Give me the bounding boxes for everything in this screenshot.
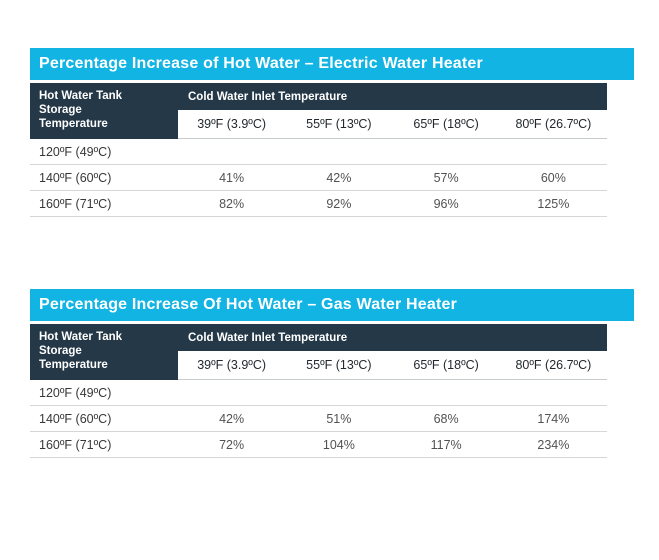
gas-water-heater-table: Percentage Increase Of Hot Water – Gas W… (30, 289, 634, 458)
column-header: 39ºF (3.9ºC) (197, 117, 267, 131)
table-cell: 42% (219, 411, 245, 426)
table-cell: 96% (433, 196, 459, 211)
table-cell: 174% (537, 411, 570, 426)
table-cell: 68% (433, 411, 459, 426)
table-cell: 125% (537, 196, 570, 211)
column-header: 80ºF (26.7ºC) (515, 117, 592, 131)
table-cell: 234% (537, 437, 570, 452)
group-header-cell: Cold Water Inlet Temperature (178, 83, 607, 110)
header-right-group: Cold Water Inlet Temperature 39ºF (3.9ºC… (178, 83, 607, 139)
row-label: 140ºF (60ºC) (39, 170, 112, 185)
row-label: 120ºF (49ºC) (39, 385, 112, 400)
table-cell: 117% (430, 437, 462, 452)
table-row: 140ºF (60ºC) 41% 42% 57% 60% (30, 165, 607, 191)
gas-table-header: Hot Water Tank Storage Temperature Cold … (30, 324, 607, 380)
table-cell: 51% (326, 411, 352, 426)
table-cell: 42% (326, 170, 352, 185)
table-cell: 60% (540, 170, 566, 185)
column-header: 80ºF (26.7ºC) (515, 358, 592, 372)
table-cell: 72% (219, 437, 245, 452)
table-cell: 41% (219, 170, 245, 185)
table-row: 160ºF (71ºC) 72% 104% 117% 234% (30, 432, 607, 458)
corner-header-cell: Hot Water Tank Storage Temperature (30, 324, 178, 380)
electric-table-title: Percentage Increase of Hot Water – Elect… (39, 55, 483, 72)
column-header-row: 39ºF (3.9ºC) 55ºF (13ºC) 65ºF (18ºC) 80º… (178, 351, 607, 380)
column-header: 55ºF (13ºC) (306, 358, 372, 372)
table-cell: 92% (326, 196, 352, 211)
row-label: 160ºF (71ºC) (39, 196, 112, 211)
gas-table-title: Percentage Increase Of Hot Water – Gas W… (39, 296, 458, 313)
table-cell: 57% (433, 170, 459, 185)
column-header: 55ºF (13ºC) (306, 117, 372, 131)
table-row: 120ºF (49ºC) (30, 380, 607, 406)
gas-table: Hot Water Tank Storage Temperature Cold … (30, 324, 607, 458)
column-header: 65ºF (18ºC) (413, 117, 479, 131)
electric-water-heater-table: Percentage Increase of Hot Water – Elect… (30, 48, 634, 217)
table-row: 120ºF (49ºC) (30, 139, 607, 165)
column-header: 39ºF (3.9ºC) (197, 358, 267, 372)
gas-table-title-bar: Percentage Increase Of Hot Water – Gas W… (30, 289, 634, 321)
corner-header-cell: Hot Water Tank Storage Temperature (30, 83, 178, 139)
table-cell: 104% (322, 437, 355, 452)
table-row: 140ºF (60ºC) 42% 51% 68% 174% (30, 406, 607, 432)
column-header: 65ºF (18ºC) (413, 358, 479, 372)
electric-table-title-bar: Percentage Increase of Hot Water – Elect… (30, 48, 634, 80)
table-row: 160ºF (71ºC) 82% 92% 96% 125% (30, 191, 607, 217)
row-label: 160ºF (71ºC) (39, 437, 112, 452)
group-header-cell: Cold Water Inlet Temperature (178, 324, 607, 351)
row-label: 120ºF (49ºC) (39, 144, 112, 159)
column-header-row: 39ºF (3.9ºC) 55ºF (13ºC) 65ºF (18ºC) 80º… (178, 110, 607, 139)
table-cell: 82% (219, 196, 245, 211)
header-right-group: Cold Water Inlet Temperature 39ºF (3.9ºC… (178, 324, 607, 380)
row-label: 140ºF (60ºC) (39, 411, 112, 426)
electric-table-header: Hot Water Tank Storage Temperature Cold … (30, 83, 607, 139)
electric-table: Hot Water Tank Storage Temperature Cold … (30, 83, 607, 217)
